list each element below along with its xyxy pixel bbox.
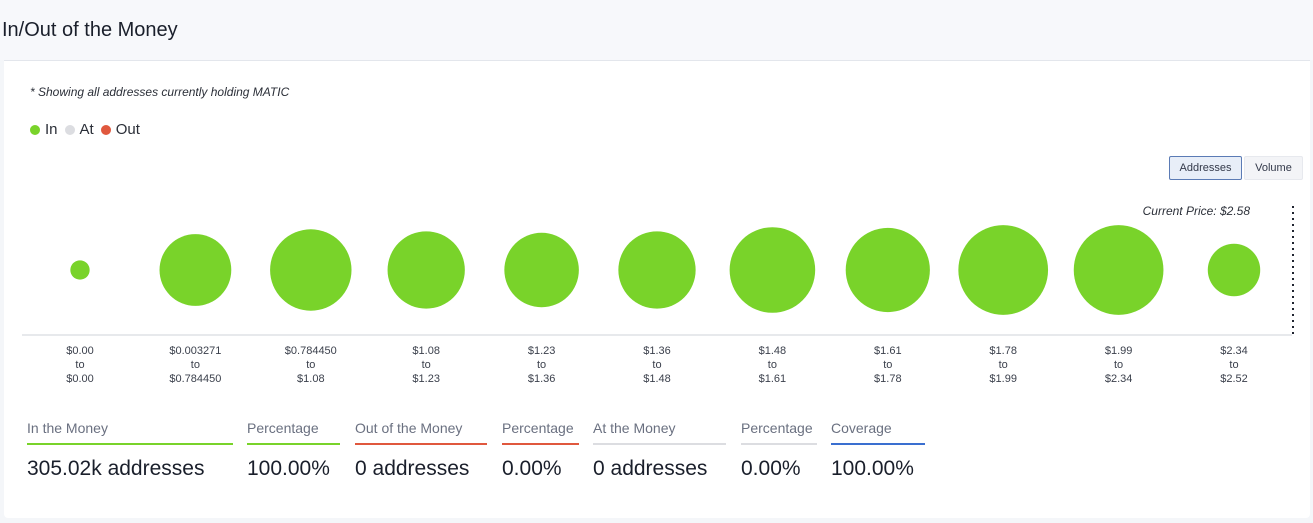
stat-at-the-money: At the Money 0 addresses xyxy=(593,420,726,481)
stat-label: In the Money xyxy=(27,420,233,445)
bin-to-word: to xyxy=(1114,359,1123,371)
stat-label: At the Money xyxy=(593,420,726,445)
current-price-label: Current Price: $2.58 xyxy=(1143,204,1251,218)
bin-to-label: $1.23 xyxy=(412,373,440,385)
bin-from-label: $1.99 xyxy=(1105,345,1133,357)
bin-to-label: $1.61 xyxy=(759,373,787,385)
bin-to-label: $1.99 xyxy=(989,373,1017,385)
bin-to-label: $0.00 xyxy=(66,373,94,385)
bin-from-label: $2.34 xyxy=(1220,345,1248,357)
page-title: In/Out of the Money xyxy=(2,19,178,41)
bubble xyxy=(504,232,579,308)
bin-to-label: $0.784450 xyxy=(169,373,221,385)
stat-coverage: Coverage 100.00% xyxy=(831,420,925,481)
stat-in-the-money: In the Money 305.02k addresses xyxy=(27,420,233,481)
stat-in-percentage: Percentage 100.00% xyxy=(247,420,340,481)
bin-to-word: to xyxy=(422,359,431,371)
stat-label: Out of the Money xyxy=(355,420,487,445)
bin-from-label: $1.36 xyxy=(643,345,671,357)
bin-from-label: $0.003271 xyxy=(169,345,221,357)
bin-to-label: $1.08 xyxy=(297,373,325,385)
bin-to-word: to xyxy=(75,359,84,371)
bin-to-word: to xyxy=(883,359,892,371)
holding-note: * Showing all addresses currently holdin… xyxy=(30,85,290,99)
stat-value: 100.00% xyxy=(247,457,330,480)
bin-from-label: $1.78 xyxy=(989,345,1017,357)
bin-from-label: $1.08 xyxy=(412,345,440,357)
bin-to-word: to xyxy=(191,359,200,371)
stat-label: Percentage xyxy=(502,420,579,445)
stat-value: 0.00% xyxy=(502,457,562,480)
bin-to-label: $2.52 xyxy=(1220,373,1248,385)
stat-value: 0 addresses xyxy=(355,457,470,480)
legend-item-in[interactable]: In xyxy=(30,121,58,138)
bin-from-label: $0.784450 xyxy=(285,345,337,357)
bubble xyxy=(1073,225,1164,315)
bubble-chart: Current Price: $2.58 $0.00 to $0.00 $0.00327… xyxy=(22,204,1294,385)
bubble xyxy=(387,231,465,309)
bin-to-word: to xyxy=(652,359,661,371)
bin-to-word: to xyxy=(999,359,1008,371)
bin-from-label: $1.61 xyxy=(874,345,902,357)
stat-out-percentage: Percentage 0.00% xyxy=(502,420,579,481)
addresses-toggle-button[interactable]: Addresses xyxy=(1169,156,1242,180)
bin-to-word: to xyxy=(1229,359,1238,371)
bin-to-word: to xyxy=(537,359,546,371)
bin-from-label: $1.23 xyxy=(528,345,556,357)
bubble xyxy=(958,225,1049,315)
bubble xyxy=(159,234,232,306)
stat-label: Percentage xyxy=(741,420,817,445)
legend-label-out: Out xyxy=(115,121,140,138)
volume-toggle-button[interactable]: Volume xyxy=(1244,156,1303,180)
bin-to-label: $1.78 xyxy=(874,373,902,385)
legend-label-at: At xyxy=(79,121,94,138)
bubble xyxy=(1207,243,1261,297)
stat-value: 0.00% xyxy=(741,457,801,480)
bin-to-word: to xyxy=(768,359,777,371)
bin-from-label: $0.00 xyxy=(66,345,94,357)
legend-item-at[interactable]: At xyxy=(64,121,94,138)
stat-at-percentage: Percentage 0.00% xyxy=(741,420,817,481)
stat-value: 100.00% xyxy=(831,457,914,480)
legend-item-out[interactable]: Out xyxy=(100,121,140,138)
bubble xyxy=(270,229,352,311)
bubble xyxy=(729,227,816,313)
bin-to-label: $1.48 xyxy=(643,373,671,385)
header: In/Out of the Money xyxy=(0,0,1313,60)
bin-to-label: $1.36 xyxy=(528,373,556,385)
stat-value: 305.02k addresses xyxy=(27,457,205,480)
stat-out-of-the-money: Out of the Money 0 addresses xyxy=(355,420,487,481)
legend-label-in: In xyxy=(45,121,58,138)
stat-value: 0 addresses xyxy=(593,457,708,480)
bubble xyxy=(70,260,90,280)
bubble xyxy=(618,231,696,309)
out-dot-icon xyxy=(100,124,111,135)
legend: In At Out xyxy=(30,121,147,138)
in-dot-icon xyxy=(30,124,40,135)
stat-label: Percentage xyxy=(247,420,340,445)
bin-from-label: $1.48 xyxy=(759,345,787,357)
bubble xyxy=(845,227,930,313)
bin-to-label: $2.34 xyxy=(1105,373,1133,385)
bin-to-word: to xyxy=(306,359,315,371)
stat-label: Coverage xyxy=(831,420,925,445)
at-dot-icon xyxy=(64,124,75,135)
